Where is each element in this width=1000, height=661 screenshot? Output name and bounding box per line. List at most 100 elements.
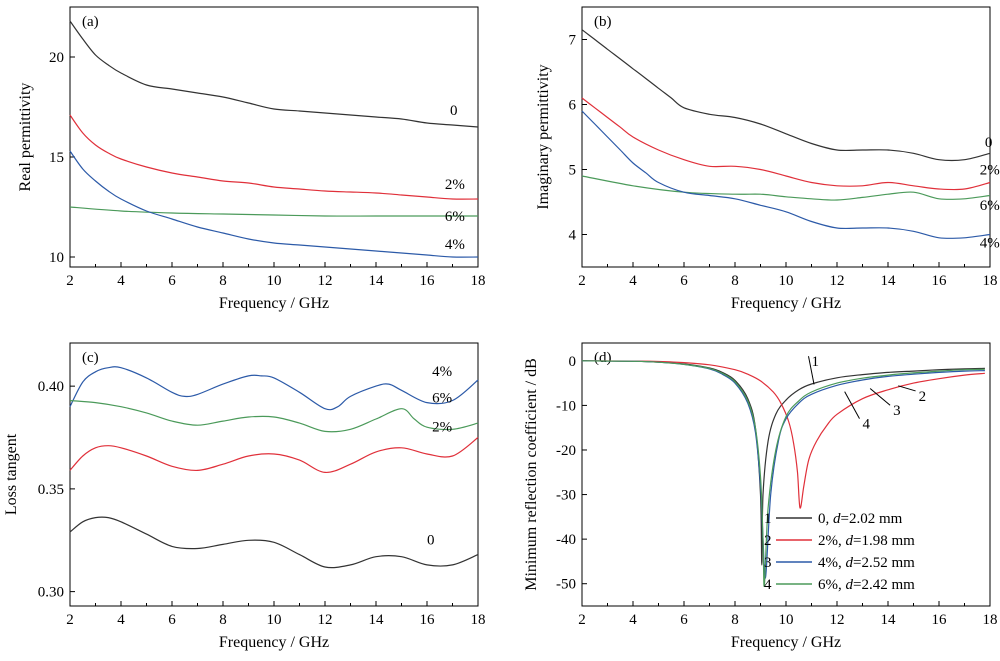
legend-number: 2 <box>764 533 772 549</box>
x-tick-label: 18 <box>983 612 998 628</box>
curve-label: 2% <box>432 419 452 435</box>
curve-label: 6% <box>980 198 1000 214</box>
x-tick-label: 14 <box>369 612 385 628</box>
x-tick-label: 12 <box>318 273 333 289</box>
plot-frame <box>581 6 991 268</box>
x-tick-label: 8 <box>219 273 227 289</box>
x-tick-label: 6 <box>168 612 176 628</box>
y-tick-label: -40 <box>556 532 576 548</box>
x-tick-label: 12 <box>830 612 845 628</box>
x-tick-label: 8 <box>731 612 739 628</box>
series-line-2 <box>581 360 985 509</box>
x-axis-title: Frequency / GHz <box>219 295 329 312</box>
curve-label: 4 <box>863 417 871 433</box>
x-tick-label: 10 <box>267 273 282 289</box>
plot-frame <box>69 6 479 268</box>
curve-label: 4% <box>445 237 465 253</box>
series-line-4 <box>69 516 479 569</box>
y-axis-title: Minimum reflection coefficient / dB <box>523 358 540 591</box>
x-tick-label: 16 <box>932 612 948 628</box>
x-tick-label: 18 <box>471 273 486 289</box>
series-line-4 <box>69 150 479 258</box>
x-tick-label: 16 <box>932 273 948 289</box>
x-tick-label: 14 <box>881 273 897 289</box>
series-line-2 <box>69 399 479 433</box>
panel-label: (d) <box>594 350 612 366</box>
y-axis-title: Real permittivity <box>17 83 34 192</box>
panel-label: (c) <box>82 350 99 366</box>
curve-label-leader <box>808 356 815 385</box>
y-tick-label: 10 <box>49 250 64 266</box>
curve-label: 6% <box>445 209 465 225</box>
legend-number: 4 <box>764 577 772 593</box>
x-tick-label: 2 <box>578 273 586 289</box>
y-tick-label: 15 <box>49 150 64 166</box>
panel-label: (a) <box>82 14 99 30</box>
series-line-3 <box>69 437 479 474</box>
x-tick-label: 10 <box>267 612 282 628</box>
legend-label: 0, d=2.02 mm <box>818 511 903 527</box>
legend: 1 0, d=2.02 mm 2 2%, d=1.98 mm 3 4%, d=2.52 m… <box>764 511 915 593</box>
x-tick-label: 12 <box>318 612 333 628</box>
x-tick-label: 18 <box>471 612 486 628</box>
x-tick-label: 10 <box>779 273 794 289</box>
x-tick-label: 12 <box>830 273 845 289</box>
legend-number: 1 <box>764 511 772 527</box>
y-tick-label: 0.30 <box>38 585 64 601</box>
curve-label-leader <box>844 391 860 419</box>
curve-label-leader <box>869 388 891 406</box>
y-tick-label: -20 <box>556 443 576 459</box>
curve-label: 2 <box>919 389 927 405</box>
x-tick-label: 6 <box>168 273 176 289</box>
curve-label: 2% <box>445 177 465 193</box>
curve-label: 0 <box>985 135 993 151</box>
series-line-1 <box>69 366 479 411</box>
x-axis-title: Frequency / GHz <box>731 295 841 312</box>
x-axis-title: Frequency / GHz <box>219 634 329 651</box>
curve-label: 4% <box>980 236 1000 252</box>
y-tick-label: 6 <box>569 98 577 114</box>
x-tick-label: 6 <box>680 612 688 628</box>
plot-frame <box>581 342 991 607</box>
y-axis-title: Imaginary permittivity <box>535 64 552 209</box>
curve-label: 4% <box>432 364 452 380</box>
curve-label: 3 <box>893 403 901 419</box>
x-tick-label: 4 <box>629 612 637 628</box>
legend-label: 2%, d=1.98 mm <box>818 533 915 549</box>
y-axis-title: Loss tangent <box>3 433 20 515</box>
plot-frame <box>69 342 479 607</box>
x-tick-label: 2 <box>578 612 586 628</box>
chart-panel-2: 2 4 6 8 10 12 14 16 18 4 5 6 7 Frequency / GHz Imagina… <box>535 6 1000 312</box>
y-tick-label: 5 <box>569 163 577 179</box>
x-tick-label: 10 <box>779 612 794 628</box>
x-tick-label: 4 <box>629 273 637 289</box>
x-tick-label: 16 <box>420 612 436 628</box>
x-tick-label: 4 <box>117 273 125 289</box>
series-line-1 <box>69 20 479 128</box>
x-tick-label: 16 <box>420 273 436 289</box>
x-tick-label: 14 <box>881 612 897 628</box>
curve-label: 2% <box>980 163 1000 179</box>
x-tick-label: 4 <box>117 612 125 628</box>
series-line-4 <box>581 110 991 239</box>
series-line-3 <box>69 206 478 217</box>
y-tick-label: 20 <box>49 50 64 66</box>
y-tick-label: 0.40 <box>38 379 64 395</box>
curve-label: 1 <box>812 354 820 370</box>
series-line-1 <box>581 29 991 162</box>
legend-label: 4%, d=2.52 mm <box>818 555 915 571</box>
x-tick-label: 14 <box>369 273 385 289</box>
curve-label: 6% <box>432 391 452 407</box>
y-tick-label: 7 <box>569 33 577 49</box>
chart-panel-1: 2 4 6 8 10 12 14 16 18 10 15 20 Frequency / GHz Real … <box>17 6 486 312</box>
x-axis-title: Frequency / GHz <box>731 634 841 651</box>
x-tick-label: 8 <box>731 273 739 289</box>
curve-label-leader <box>898 385 916 392</box>
legend-label: 6%, d=2.42 mm <box>818 577 915 593</box>
y-tick-label: -50 <box>556 577 576 593</box>
panel-label: (b) <box>594 14 612 30</box>
chart-panel-3: 2 4 6 8 10 12 14 16 18 0.30 0.35 0.40 Frequency / GH… <box>3 342 486 651</box>
x-tick-label: 2 <box>66 273 74 289</box>
chart-panel-4: 2 4 6 8 10 12 14 16 180-10-20-30-40-50Frequency … <box>523 342 998 651</box>
